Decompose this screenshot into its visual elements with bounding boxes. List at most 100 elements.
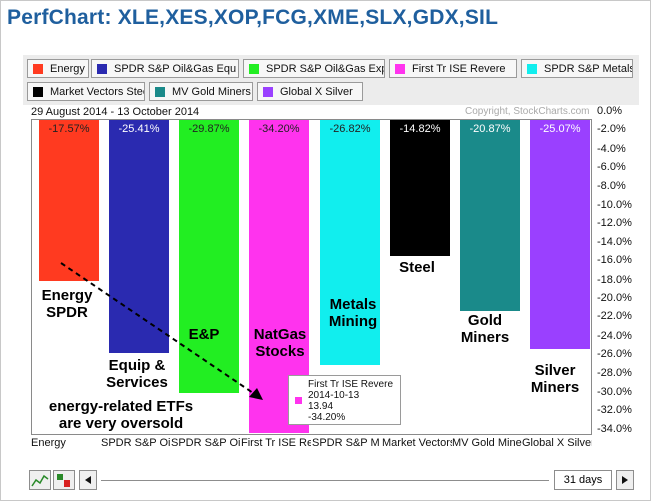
y-tick-label: -2.0% [597,123,626,136]
tooltip: First Tr ISE Revere 2014-10-13 13.94 -34… [288,375,401,425]
y-tick-label: 0.0% [597,105,623,117]
plot-area: -17.57% -25.41% -29.87% -34.20% -26.82% -14.8… [31,119,592,435]
legend-item[interactable]: SPDR S&P Metals [521,59,633,78]
y-tick-label: -26.0% [597,348,632,361]
bar-1[interactable] [39,120,99,281]
bar-3[interactable] [179,120,239,393]
legend-swatch [263,87,273,97]
tooltip-date: 2014-10-13 [308,390,360,401]
bar-value-label: -26.82% [330,123,371,135]
y-tick-label: -14.0% [597,235,632,248]
annotation-note: energy-related ETFs are very oversold [31,398,211,432]
legend-label: Energy [50,63,85,75]
bar-value-label: -20.87% [470,123,511,135]
legend-label: SPDR S&P Oil&Gas Equ [114,63,237,75]
x-tick-label: Global X Silver [522,437,592,449]
legend-swatch [155,87,165,97]
period-field[interactable]: 31 days [554,470,612,490]
annotation-natgas-line2: Stocks [255,343,305,360]
line-chart-button[interactable] [29,470,51,490]
bar-5[interactable] [320,120,380,365]
annotation-energy: Energy SPDR [31,287,103,321]
bar-value-label: -25.07% [540,123,581,135]
annotation-natgas-line1: NatGas [253,326,307,343]
annotation-equip: Equip & Services [99,357,175,391]
annotation-metals: Metals Mining [317,296,389,330]
bar-value-label: -25.41% [119,123,160,135]
scroll-left-button[interactable] [79,470,97,490]
page-title: PerfChart: XLE,XES,XOP,FCG,XME,SLX,GDX,S… [7,6,499,29]
y-tick-label: -18.0% [597,273,632,286]
tooltip-name: First Tr ISE Revere [308,379,394,390]
y-tick-label: -28.0% [597,366,632,379]
annotation-silver-line2: Miners [530,379,580,396]
tooltip-change: -34.20% [308,412,346,423]
annotation-equip-line1: Equip & [108,357,166,374]
x-tick-label: SPDR S&P M [312,437,380,449]
annotation-note-line2: are very oversold [58,415,184,432]
legend-swatch [527,64,537,74]
line-chart-icon [31,474,49,487]
annotation-energy-line1: Energy [41,287,93,304]
bar-7[interactable] [460,120,520,311]
scroll-track[interactable] [101,480,549,481]
legend-item[interactable]: Energy [27,59,89,78]
annotation-gold: Gold Miners [449,312,521,346]
y-tick-label: -10.0% [597,199,632,211]
y-tick-label: -24.0% [597,329,632,342]
bar-value-label: -29.87% [189,123,230,135]
legend-item[interactable]: First Tr ISE Revere [389,59,517,78]
legend-swatch [33,87,43,97]
bar-value-label: -17.57% [49,123,90,135]
legend-swatch [395,64,405,74]
tooltip-swatch [295,397,302,404]
annotation-steel: Steel [387,259,447,276]
legend-label: First Tr ISE Revere [412,63,506,75]
legend-label: Market Vectors Steel [50,86,145,98]
y-tick-label: -4.0% [597,142,626,155]
legend-item[interactable]: MV Gold Miners [149,82,253,101]
legend-item[interactable]: SPDR S&P Oil&Gas Equ [91,59,239,78]
legend-item[interactable]: SPDR S&P Oil&Gas Exp [243,59,385,78]
annotation-silver-line1: Silver [534,362,576,379]
legend: Energy SPDR S&P Oil&Gas Equ SPDR S&P Oil&G… [23,55,639,105]
bar-value-label: -14.82% [400,123,441,135]
bar-8[interactable] [530,120,590,349]
legend-swatch [249,64,259,74]
annotation-metals-line1: Metals [329,296,377,313]
annotation-gold-line2: Miners [460,329,510,346]
annotation-steel-line1: Steel [399,259,435,276]
annotation-ep: E&P [179,326,229,343]
y-tick-label: -20.0% [597,292,632,304]
x-tick-label: MV Gold Miner [452,437,522,449]
bar-2[interactable] [109,120,169,353]
annotation-metals-line2: Mining [328,313,378,330]
scroll-right-button[interactable] [616,470,634,490]
bar-chart-icon [57,474,70,487]
y-tick-label: -8.0% [597,179,626,192]
bar-chart: -17.57% -25.41% -29.87% -34.20% -26.82% -14.8… [39,120,590,433]
y-tick-label: -22.0% [597,310,632,323]
bar-chart-button[interactable] [53,470,75,490]
annotation-energy-line2: SPDR [46,304,88,321]
legend-label: Global X Silver [280,86,353,98]
bottom-toolbar: 31 days [29,467,640,492]
annotation-equip-line2: Services [106,374,168,391]
x-tick-label: Market Vectors S [382,437,452,449]
y-tick-label: -6.0% [597,161,626,174]
annotation-gold-line1: Gold [467,312,503,329]
legend-item[interactable]: Global X Silver [257,82,363,101]
date-range: 29 August 2014 - 13 October 2014 [31,106,200,118]
y-tick-label: -12.0% [597,217,632,230]
annotation-note-line1: energy-related ETFs [48,398,194,415]
x-tick-label: Energy [31,437,66,449]
bar-6[interactable] [390,120,450,256]
legend-label: SPDR S&P Oil&Gas Exp [266,63,385,75]
legend-item[interactable]: Market Vectors Steel [27,82,145,101]
triangle-left-icon [85,476,91,484]
annotation-silver: Silver Miners [519,362,591,396]
y-tick-label: -30.0% [597,386,632,398]
triangle-right-icon [622,476,628,484]
